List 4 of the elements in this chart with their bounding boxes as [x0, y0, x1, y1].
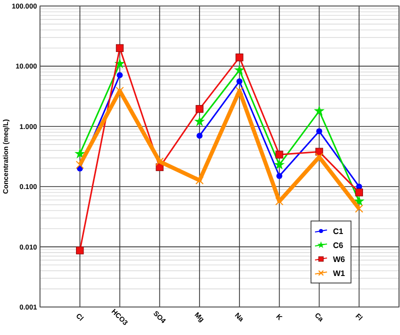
- legend-label: C6: [333, 240, 344, 250]
- legend-label: C1: [333, 226, 344, 236]
- legend-label: W1: [333, 268, 346, 278]
- legend-label: W6: [333, 254, 346, 264]
